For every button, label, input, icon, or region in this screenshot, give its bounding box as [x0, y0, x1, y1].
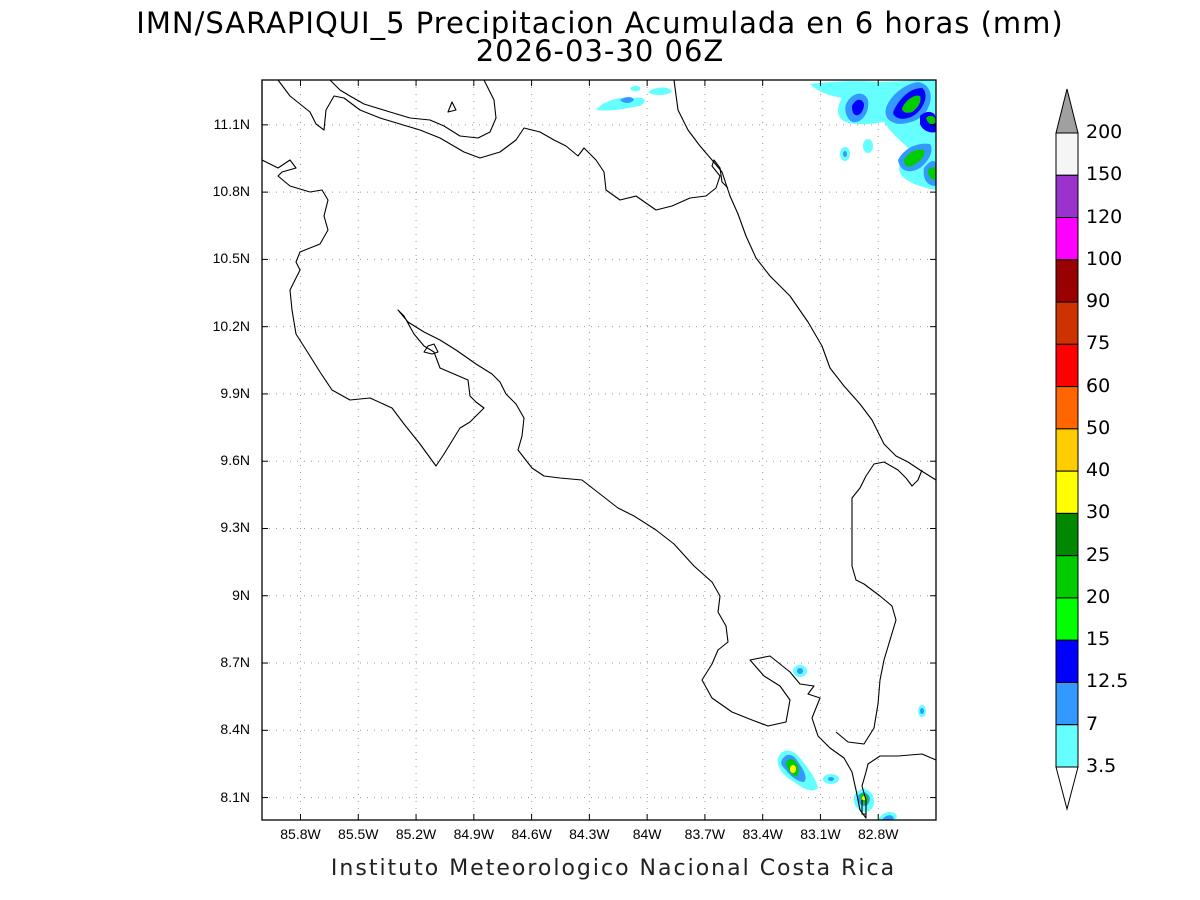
lat-label: 9.6N — [220, 452, 250, 469]
colorbar-swatch — [1055, 301, 1079, 345]
lon-label: 85.2W — [395, 826, 437, 842]
colorbar-label: 7 — [1086, 712, 1099, 735]
colorbar — [1055, 88, 1079, 811]
colorbar-label: 3.5 — [1086, 755, 1117, 777]
colorbar-swatch — [1055, 555, 1079, 599]
lat-label: 9N — [232, 586, 250, 603]
colorbar-swatch — [1055, 132, 1079, 176]
precip-patch — [828, 777, 834, 781]
colorbar-label: 90 — [1086, 290, 1111, 313]
colorbar-label: 75 — [1086, 332, 1111, 355]
precip-patch — [863, 139, 873, 153]
colorbar-swatch — [1055, 639, 1079, 683]
lon-label: 83.4W — [742, 826, 783, 842]
colorbar-swatch — [1055, 343, 1079, 388]
colorbar-label: 120 — [1086, 205, 1123, 228]
map-datetime: 2026-03-30 06Z — [475, 34, 725, 68]
lat-label: 8.1N — [220, 788, 250, 805]
lon-label: 84.6W — [511, 826, 552, 842]
precip-patch — [843, 151, 847, 157]
lat-label: 8.4N — [220, 721, 250, 738]
lon-label: 84.3W — [569, 826, 610, 842]
colorbar-swatch — [1055, 681, 1079, 726]
colorbar-label: 60 — [1086, 374, 1111, 397]
lat-label: 10.5N — [212, 250, 250, 267]
lat-label: 10.8N — [212, 183, 250, 200]
precipitation-field — [596, 80, 936, 820]
colorbar-lower-arrow — [1055, 766, 1079, 811]
precip-patch — [904, 149, 925, 167]
axis-ticks — [262, 80, 936, 820]
colorbar-label: 15 — [1086, 628, 1111, 651]
colorbar-label: 150 — [1086, 163, 1123, 186]
colorbar-label: 20 — [1086, 585, 1111, 608]
footer-institution: Instituto Meteorologico Nacional Costa R… — [330, 856, 897, 881]
map-grid — [262, 80, 936, 820]
map-title: IMN/SARAPIQUI_5 Precipitacion Acumulada … — [136, 6, 1064, 40]
colorbar-label: 200 — [1086, 121, 1123, 143]
precip-patch — [596, 97, 645, 111]
precip-patch — [926, 115, 936, 125]
precip-patch — [790, 765, 796, 773]
lon-label: 85.5W — [338, 826, 379, 842]
precip-patch — [620, 97, 634, 103]
colorbar-swatch — [1055, 386, 1079, 430]
map-frame — [261, 79, 937, 821]
lon-label: 82.8W — [857, 826, 899, 842]
lon-label: 84W — [632, 826, 662, 842]
colorbar-label: 100 — [1086, 247, 1123, 270]
colorbar-swatch — [1055, 174, 1079, 219]
precip-patch — [928, 167, 936, 180]
colorbar-label: 25 — [1086, 543, 1111, 566]
colorbar-swatch — [1055, 724, 1079, 768]
lon-label: 83.1W — [800, 826, 841, 842]
lat-label: 9.3N — [220, 519, 250, 536]
precip-patch — [630, 85, 641, 92]
lon-label: 83.7W — [684, 826, 726, 842]
colorbar-swatch — [1055, 470, 1079, 514]
precip-patch — [902, 95, 921, 113]
colorbar-swatch — [1055, 597, 1079, 641]
lat-label: 10.2N — [212, 317, 250, 334]
precip-patch — [648, 87, 672, 95]
colorbar-swatch — [1055, 512, 1079, 557]
colorbar-label: 30 — [1086, 501, 1111, 524]
coastlines — [261, 79, 937, 819]
colorbar-label: 12.5 — [1086, 670, 1129, 693]
colorbar-label: 40 — [1086, 459, 1111, 482]
colorbar-label: 50 — [1086, 416, 1111, 439]
precip-patch — [852, 99, 864, 116]
lat-label: 9.9N — [220, 384, 250, 401]
colorbar-swatch — [1055, 259, 1079, 303]
precip-patch — [882, 815, 894, 820]
lon-label: 84.9W — [453, 826, 495, 842]
precip-patch — [920, 708, 924, 714]
precip-patch — [797, 668, 803, 674]
colorbar-swatch — [1055, 217, 1079, 261]
colorbar-swatch — [1055, 428, 1079, 472]
lon-label: 85.8W — [280, 826, 321, 842]
colorbar-upper-arrow — [1055, 88, 1079, 134]
lat-label: 11.1N — [213, 115, 250, 132]
lat-label: 8.7N — [220, 654, 250, 671]
